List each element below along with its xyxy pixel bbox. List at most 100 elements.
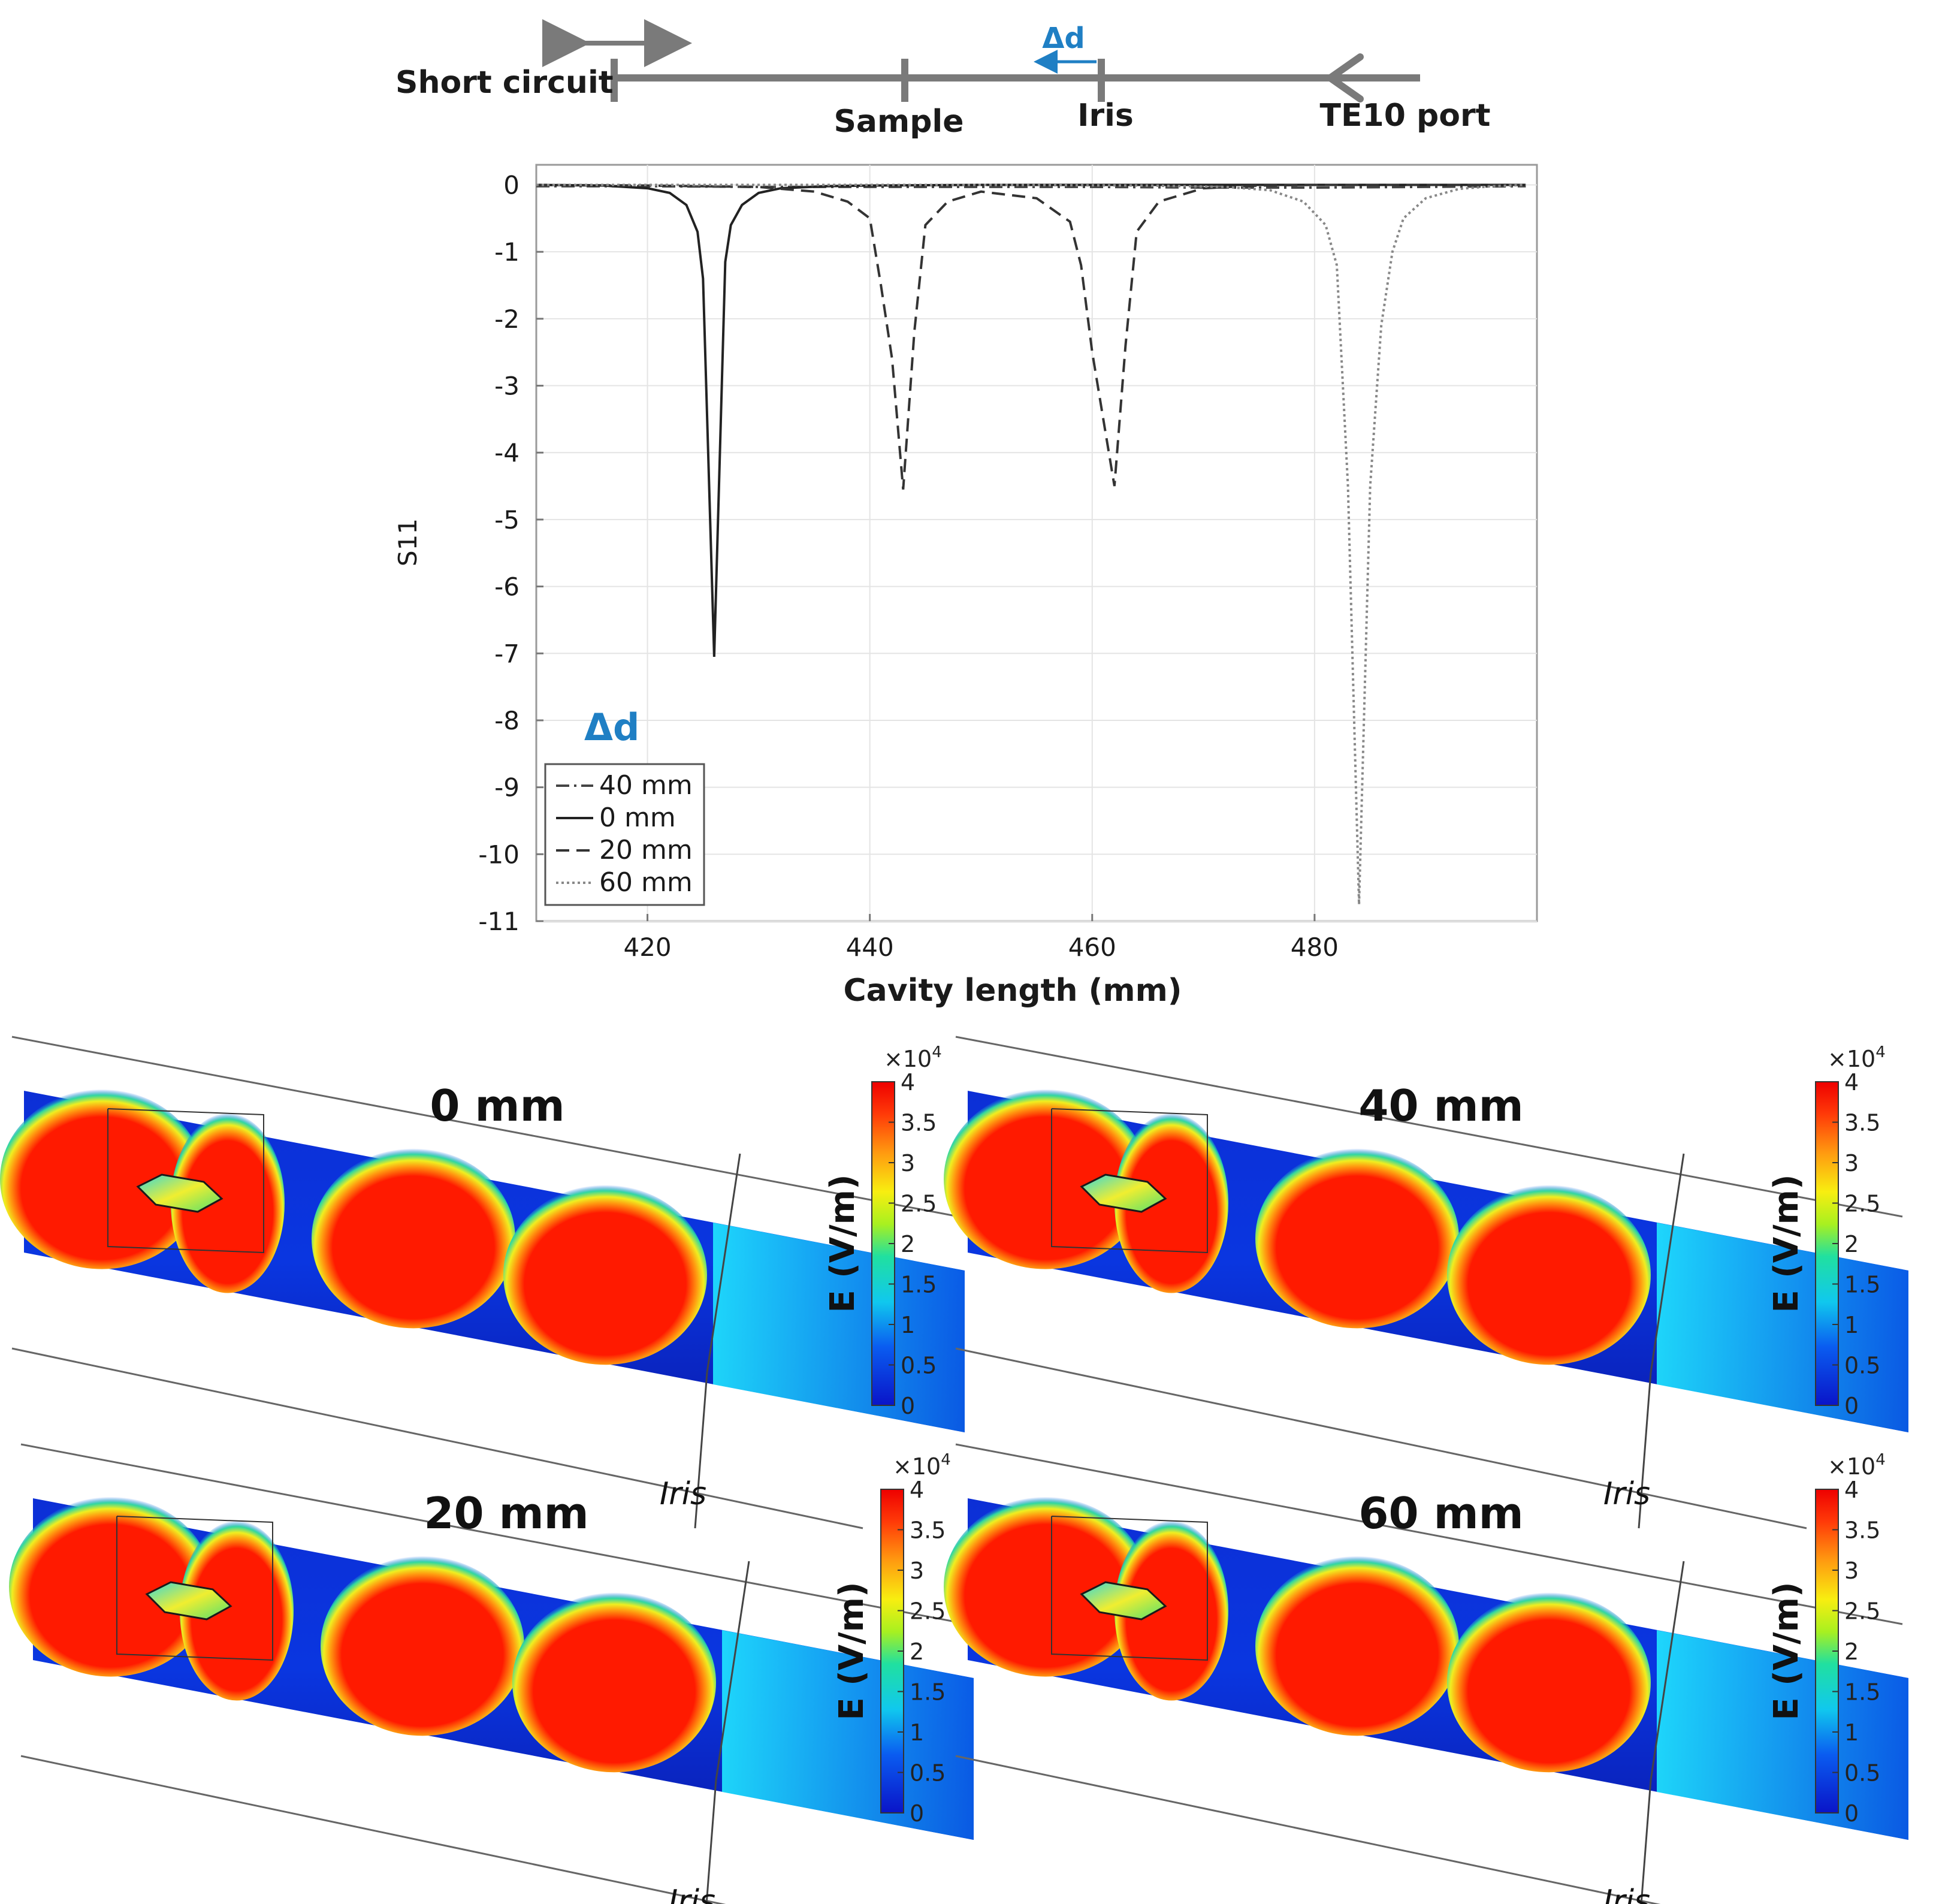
port-region: [1657, 1223, 1908, 1432]
field-lobe: [312, 1148, 515, 1329]
sample-crystal: [1080, 1581, 1167, 1621]
series-line-20-mm: [536, 183, 1526, 490]
panel-iris-label: Iris: [1603, 1884, 1650, 1904]
colorbar-tick-label: 3.5: [1844, 1110, 1880, 1136]
sample-holder-outline: [1051, 1516, 1208, 1661]
port-region: [713, 1223, 965, 1432]
panel-iris-label: Iris: [1603, 1476, 1650, 1512]
colorbar-tick-label: 1.5: [910, 1679, 946, 1706]
field-lobe: [944, 1089, 1147, 1269]
guide-outline: [20, 1443, 968, 1625]
field-lobe: [503, 1185, 707, 1365]
field-lobe: [180, 1520, 294, 1701]
colorbar-tick-label: 2.5: [910, 1598, 946, 1625]
panel-iris-label: Iris: [669, 1884, 715, 1904]
field-lobe: [0, 1089, 204, 1269]
iris-plate: [706, 1153, 741, 1373]
y-tick-label: -6: [494, 572, 520, 602]
colorbar-tick-label: 0: [910, 1800, 924, 1827]
legend-label: 0 mm: [599, 802, 676, 833]
sample-holder-outline: [107, 1108, 264, 1254]
y-tick-label: -1: [494, 237, 520, 267]
colorbar-tick-label: 0.5: [910, 1760, 946, 1787]
colorbar-tick-label: 1: [1844, 1719, 1859, 1746]
colorbar-tick-label: 3.5: [901, 1110, 937, 1136]
port-region: [722, 1630, 974, 1840]
colorbar-tick-label: 4: [901, 1069, 915, 1096]
field-lobe: [1115, 1520, 1228, 1701]
colorbar-title: E (V/m): [1767, 1174, 1806, 1312]
x-axis-label: Cavity length (mm): [843, 973, 1182, 1009]
guide-outline: [955, 1036, 1903, 1218]
x-tick-label: 420: [623, 933, 671, 962]
y-tick-label: -9: [494, 773, 520, 802]
delta-d-top-label: Δd: [1042, 22, 1085, 55]
colorbar-tick-label: 4: [910, 1477, 924, 1503]
colorbar-tick-label: 0: [901, 1393, 915, 1419]
field-panel-20-mm: 20 mm Iris 0 0.5 1 1.5 2 2.5 3 3.5 4×104 E (V/m): [9, 1443, 974, 1904]
panel-delta-label: 0 mm: [430, 1081, 564, 1131]
field-lobe: [1115, 1113, 1228, 1293]
port-label: TE10 port: [1320, 98, 1491, 134]
y-tick-label: -4: [494, 438, 520, 467]
legend-label: 20 mm: [599, 835, 693, 865]
field-panel-60-mm: 60 mm Iris 0 0.5 1 1.5 2 2.5 3 3.5 4×104 E (V/m): [944, 1443, 1908, 1904]
field-lobe: [512, 1592, 716, 1773]
panel-iris-label: Iris: [660, 1476, 706, 1512]
y-tick-label: -10: [478, 840, 520, 869]
port-input-arrow: [1327, 53, 1364, 102]
colorbar-tick-label: 1: [901, 1312, 915, 1338]
legend-title: Δd: [584, 705, 639, 749]
y-tick-label: -8: [494, 706, 520, 735]
colorbar-tick-label: 1: [1844, 1312, 1859, 1338]
grid: [536, 165, 1537, 922]
iris-plate: [1640, 1779, 1652, 1904]
guide-outline: [955, 1755, 1661, 1904]
colorbar-tick-label: 4: [1844, 1477, 1859, 1503]
colorbar-tick-label: 1.5: [1844, 1679, 1880, 1706]
field-lobe: [321, 1556, 524, 1736]
series: [536, 183, 1526, 905]
short-circuit-label: Short circuit: [395, 65, 614, 101]
field-lobe: [1447, 1185, 1651, 1365]
iris-plate: [1650, 1153, 1685, 1373]
field-lobe: [9, 1496, 213, 1677]
sample-crystal: [136, 1173, 223, 1213]
y-tick-label: -11: [478, 907, 520, 936]
colorbar-tick-label: 4: [1844, 1069, 1859, 1096]
field-lobe: [944, 1496, 1147, 1677]
panel-delta-label: 60 mm: [1358, 1488, 1523, 1538]
y-tick-label: -3: [494, 372, 520, 401]
legend-label: 60 mm: [599, 867, 693, 898]
y-tick-label: -2: [494, 304, 520, 334]
iris-label: Iris: [1077, 98, 1134, 134]
sample-holder-outline: [1051, 1108, 1208, 1254]
y-tick-label: 0: [503, 171, 520, 200]
colorbar-tick-label: 3: [901, 1150, 915, 1176]
colorbar-title: E (V/m): [1767, 1582, 1806, 1720]
colorbar-tick-label: 1: [910, 1719, 924, 1746]
colorbar-exponent: ×104: [893, 1451, 951, 1480]
x-tick-label: 440: [846, 933, 894, 962]
field-lobe: [1255, 1556, 1459, 1736]
legend-label: 40 mm: [599, 770, 693, 801]
colorbar-tick-label: 0: [1844, 1393, 1859, 1419]
colorbar-tick-label: 3.5: [1844, 1517, 1880, 1544]
iris-plate: [705, 1779, 717, 1904]
guide-outline: [11, 1036, 959, 1218]
y-tick-label: -7: [494, 639, 520, 668]
colorbar-tick-label: 1.5: [901, 1272, 937, 1298]
colorbar-tick-label: 2.5: [1844, 1191, 1880, 1217]
iris-plate: [694, 1372, 708, 1529]
colorbar-exponent: ×104: [884, 1043, 942, 1072]
axis-ticks: 420 440 460 480 0 -1 -2 -3 -4 -5 -6 -7 -8 -9 -10 -11: [478, 171, 1339, 962]
sample-holder-outline: [116, 1516, 273, 1661]
field-lobe: [171, 1113, 285, 1293]
colorbar-exponent: ×104: [1828, 1043, 1886, 1072]
colorbar-tick-label: 2: [910, 1639, 924, 1665]
